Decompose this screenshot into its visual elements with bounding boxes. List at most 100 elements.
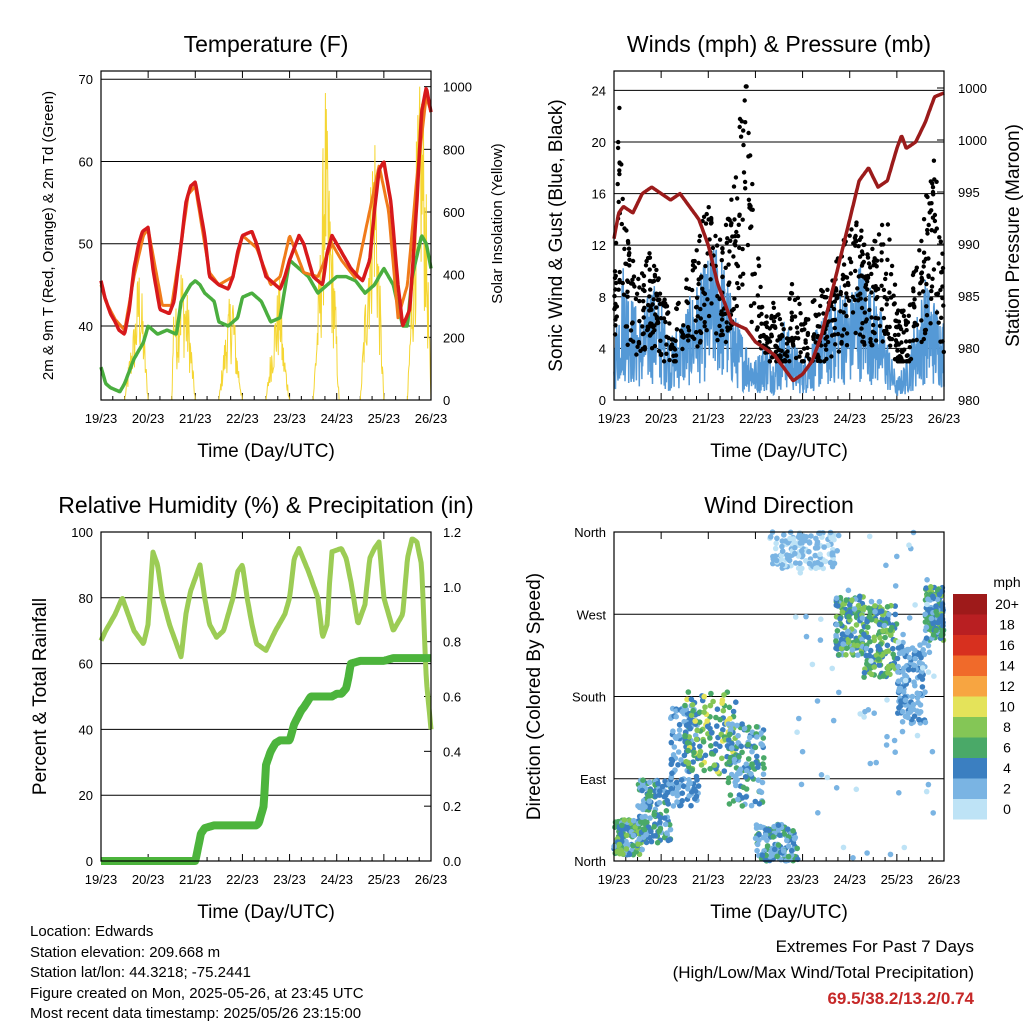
gust-point [669,337,674,342]
direction-point [646,798,653,804]
gust-point [708,277,713,282]
x-axis-label: Time (Day/UTC) [710,902,848,923]
gust-point [919,318,924,323]
direction-point [761,755,767,761]
direction-point [796,715,802,722]
direction-point [925,642,932,649]
direction-point [707,702,714,709]
gust-point [719,317,725,322]
direction-point [799,748,806,755]
direction-point [704,723,711,730]
gust-point [856,244,861,249]
gust-point [941,303,946,308]
x-tick-label: 24/23 [320,411,353,426]
gust-point [919,279,924,284]
direction-point [687,725,693,732]
gust-point [911,301,916,306]
gust-point [661,300,666,305]
direction-point [899,708,906,715]
gust-point [840,272,846,278]
direction-point [749,748,755,755]
direction-point [665,837,672,844]
direction-point [770,556,777,562]
panel-temp: Temperature (F) 19/23 20/23 21/23 22/23 23/23… [40,31,506,462]
gust-point [729,197,734,202]
direction-point [906,615,913,621]
gust-point [613,273,618,279]
direction-point [641,827,648,833]
direction-point [803,613,809,620]
gust-point [775,338,780,343]
gust-point [859,263,865,268]
direction-point [651,824,657,830]
gust-point [912,297,917,302]
y2-tick-label: 0.4 [443,744,461,759]
gust-point [863,284,868,290]
gust-point [634,291,640,296]
gust-point [937,235,942,240]
direction-point [670,728,676,734]
gust-point [873,288,878,293]
gust-point [881,328,887,334]
gust-point [624,228,629,233]
gust-point [617,269,622,275]
gust-point [850,294,855,299]
y2-tick-label: 400 [443,268,465,283]
y-axis-label: 2m & 9m T (Red, Orange) & 2m Td (Green) [40,91,57,380]
gust-point [796,336,801,341]
direction-point [726,704,733,711]
gust-point [906,313,911,318]
gust-point [644,258,649,264]
colorbar-label: 16 [999,637,1015,653]
gust-point [690,263,696,268]
direction-point [830,717,837,724]
series-9m-t [99,96,433,332]
gust-point [926,274,931,279]
direction-point [813,565,819,572]
gust-point [672,347,678,352]
direction-point [664,830,670,836]
plot-frame [613,70,945,401]
gust-point [651,297,656,302]
direction-point [640,777,646,783]
direction-point [691,749,697,756]
gust-point [801,322,806,327]
direction-point [685,747,691,754]
colorbar-label: 20+ [995,596,1019,612]
gust-point [803,340,808,345]
direction-point [643,832,649,838]
direction-point [792,614,799,620]
gust-point [891,302,897,307]
gust-point [654,305,659,310]
direction-point [727,792,734,798]
y2-axis-label: Solar Insolation (Yellow) [489,143,506,303]
x-tick-label: 26/23 [928,872,961,887]
direction-point [925,669,932,675]
y-tick-label: 4 [599,341,606,356]
gust-point [904,321,909,326]
gust-point [861,334,866,339]
direction-point [818,616,824,622]
gust-point [627,263,632,268]
gust-point [654,293,659,298]
gust-point [625,238,631,244]
direction-point [930,620,936,627]
direction-point [729,740,735,747]
gust-point [695,344,700,349]
direction-point [685,760,692,766]
gust-point [761,334,766,339]
direction-point [828,535,834,541]
direction-point [911,662,917,668]
direction-point [673,713,679,720]
gust-point [929,288,934,294]
gust-point [700,286,705,291]
direction-point [827,559,834,566]
gust-point [919,271,924,276]
gust-point [861,242,866,248]
y-axis-label: Direction (Colored By Speed) [524,573,545,820]
direction-point [873,759,879,766]
gust-point [839,339,844,345]
gust-point [840,333,845,338]
direction-point [884,697,890,703]
gust-point [928,321,933,326]
